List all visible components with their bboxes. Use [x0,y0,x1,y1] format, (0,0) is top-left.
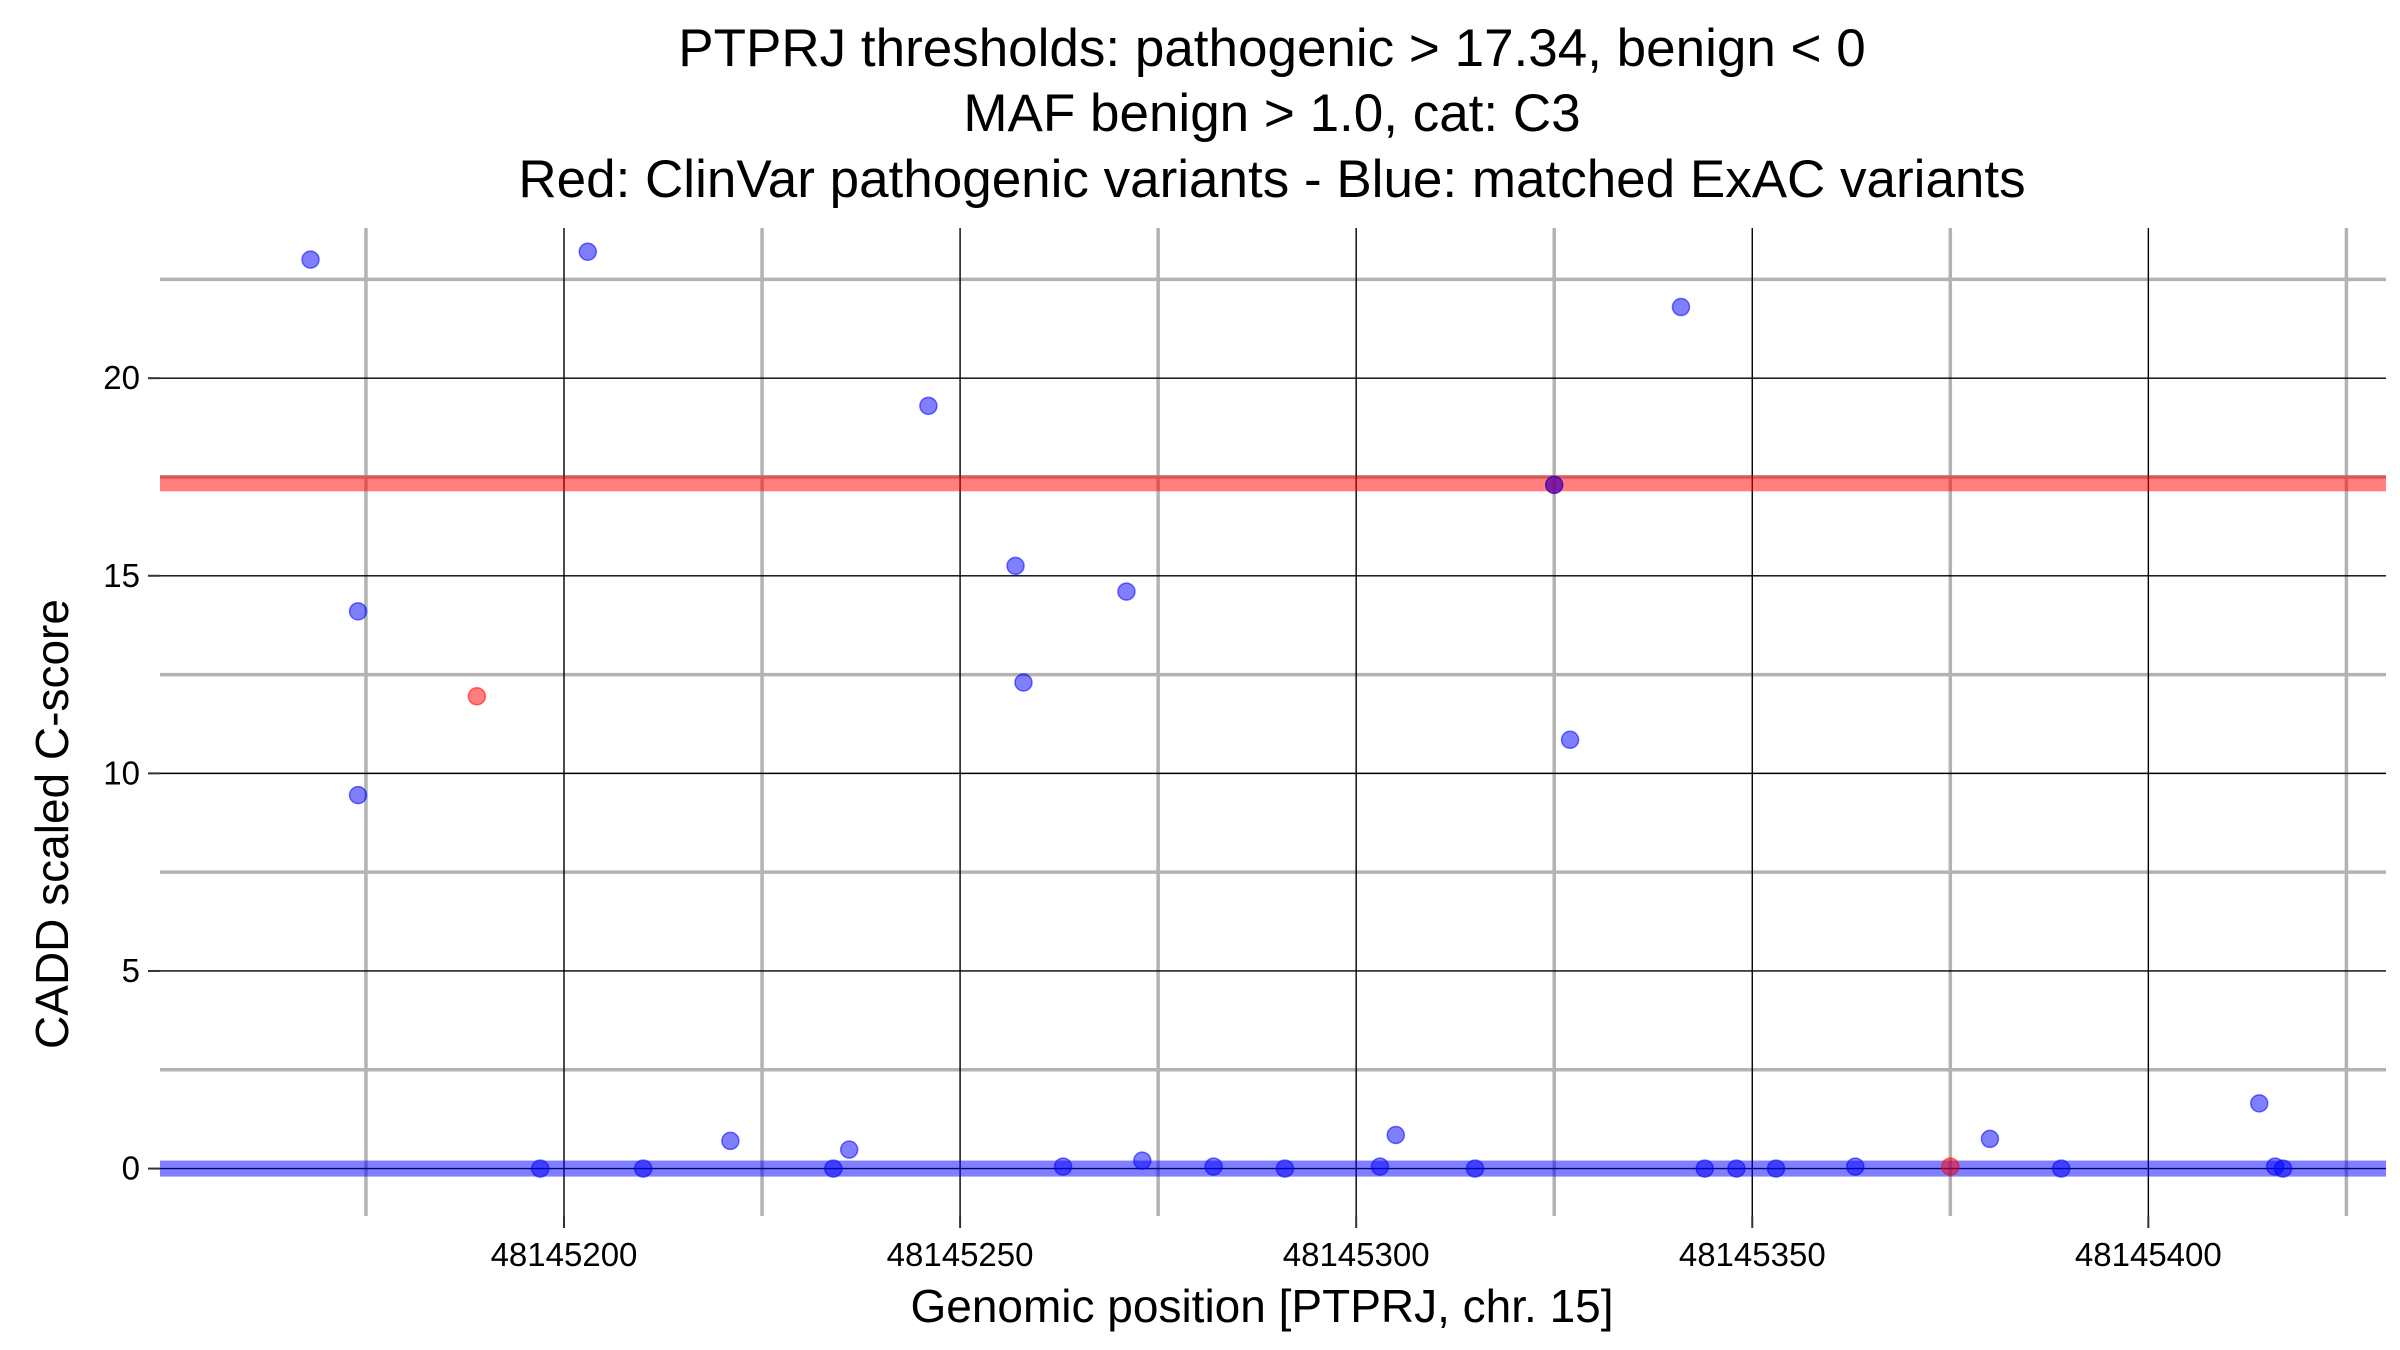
x-tick-label-1: 48145250 [887,1236,1034,1273]
data-point-s1-29 [2250,1094,2269,1113]
x-tick-label-2: 48145300 [1283,1236,1430,1273]
data-point-s1-26 [1845,1157,1865,1176]
y-axis-ticks: 0 5 10 15 20 [103,359,160,1187]
y-tick-label-0: 0 [122,1150,140,1187]
threshold-band-0 [160,475,2386,492]
data-point-s0-0 [467,687,487,706]
data-point-s1-9 [919,396,938,416]
data-point-s1-3 [530,1159,550,1178]
chart-title-line-3: Red: ClinVar pathogenic variants - Blue:… [518,150,2025,209]
data-point-s1-13 [1117,582,1136,601]
data-point-s1-10 [1006,556,1025,576]
data-point-s1-11 [1014,673,1033,692]
x-axis-title: Genomic position [PTPRJ, chr. 15] [910,1280,1613,1332]
data-point-s1-5 [633,1159,653,1178]
data-point-s1-12 [1053,1157,1073,1176]
threshold-band-1 [160,1160,2386,1177]
data-point-s1-2 [348,785,368,805]
threshold-bands [160,475,2386,1177]
data-point-s1-0 [301,250,320,269]
grid-lines [160,228,2386,1216]
data-point-s1-20 [1544,475,1564,495]
data-point-s1-7 [824,1159,843,1178]
data-point-s1-16 [1275,1159,1295,1178]
data-point-s1-15 [1204,1157,1223,1176]
data-point-s1-27 [1980,1129,2000,1149]
data-point-s1-23 [1695,1159,1714,1178]
chart-title-line-1: PTPRJ thresholds: pathogenic > 17.34, be… [678,19,1865,78]
data-point-s1-21 [1560,730,1580,750]
data-point-s1-22 [1671,297,1691,317]
data-point-s1-6 [721,1131,740,1151]
data-point-s1-18 [1386,1125,1406,1145]
data-point-s1-31 [2273,1159,2293,1178]
data-point-s1-28 [2051,1159,2071,1178]
data-point-s1-17 [1370,1157,1390,1176]
x-tick-label-4: 48145400 [2075,1236,2222,1273]
y-axis-title: CADD scaled C-score [26,599,78,1049]
data-point-s1-25 [1766,1159,1786,1178]
x-tick-label-3: 48145350 [1679,1236,1826,1273]
chart-title: PTPRJ thresholds: pathogenic > 17.34, be… [518,19,2025,209]
y-tick-label-2: 10 [103,754,140,791]
data-point-s1-4 [578,242,598,261]
data-point-s1-24 [1727,1159,1746,1178]
data-point-s1-14 [1133,1151,1152,1170]
x-tick-label-0: 48145200 [491,1236,638,1273]
x-axis-ticks: 48145200 48145250 48145300 48145350 48145400 [491,1216,2222,1273]
data-point-s0-2 [1941,1157,1960,1176]
y-tick-label-4: 20 [103,359,140,396]
data-point-s1-19 [1465,1159,1485,1178]
data-point-s1-8 [839,1140,859,1159]
y-tick-label-3: 15 [103,557,140,594]
chart-title-line-2: MAF benign > 1.0, cat: C3 [963,84,1580,143]
y-tick-label-1: 5 [122,952,140,989]
data-points [301,242,2293,1178]
data-point-s1-1 [348,602,368,621]
